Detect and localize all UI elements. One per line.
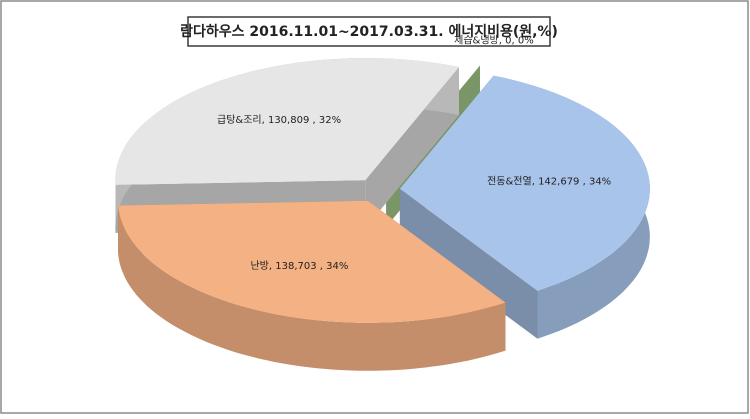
data-label: 전동&전열, 142,679 , 34% — [487, 176, 611, 188]
title-box — [187, 16, 551, 47]
data-label: 난방, 138,703 , 34% — [250, 260, 348, 272]
slice — [386, 65, 480, 179]
slice-wall — [118, 205, 506, 371]
pie-labels: 제습&냉방, 0, 0% 급탕&조리, 130,809 , 32% 전동&전열, 1… — [217, 35, 611, 272]
slice — [399, 75, 650, 291]
slice — [118, 200, 506, 323]
data-label: 급탕&조리, 130,809 , 32% — [217, 114, 341, 126]
data-label: 제습&냉방, 0, 0% — [454, 35, 534, 47]
chart-title: 람다하우스 2016.11.01~2017.03.31. 에너지비용(원,%) — [180, 23, 558, 40]
pie-tops — [115, 58, 650, 323]
slice — [115, 58, 460, 185]
